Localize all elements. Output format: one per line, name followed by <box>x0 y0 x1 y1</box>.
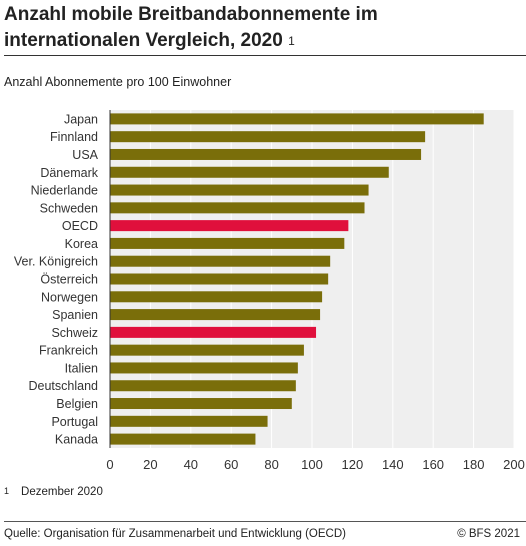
x-tick-label: 0 <box>106 457 113 472</box>
bar <box>110 433 256 445</box>
category-label: Portugal <box>51 415 98 429</box>
bar <box>110 273 329 285</box>
category-label: Österreich <box>40 273 98 287</box>
x-tick-label: 120 <box>342 457 364 472</box>
category-label: Spanien <box>52 308 98 322</box>
category-label: Ver. Königreich <box>14 255 98 269</box>
bar <box>110 113 484 125</box>
x-tick-label: 160 <box>422 457 444 472</box>
category-label: Belgien <box>56 397 98 411</box>
bar <box>110 131 426 143</box>
bar <box>110 291 323 303</box>
bar <box>110 148 422 160</box>
title-footnote-mark: 1 <box>288 34 295 48</box>
category-label: Dänemark <box>40 166 98 180</box>
x-tick-label: 140 <box>382 457 404 472</box>
category-label: Frankreich <box>39 344 98 358</box>
footer-divider <box>4 521 526 522</box>
chart-subtitle: Anzahl Abonnemente pro 100 Einwohner <box>4 75 232 89</box>
bar <box>110 415 268 427</box>
footnote-mark: 1 <box>4 486 10 496</box>
category-label: Schweden <box>40 201 98 215</box>
bar <box>110 202 365 214</box>
chart-title-text: Anzahl mobile Breitbandabonnemente im in… <box>4 4 378 51</box>
x-tick-label: 60 <box>224 457 238 472</box>
x-tick-label: 100 <box>301 457 323 472</box>
x-tick-label: 20 <box>143 457 157 472</box>
source-note: Quelle: Organisation für Zusammenarbeit … <box>4 528 346 540</box>
bar <box>110 166 389 178</box>
bar-highlight <box>110 220 349 232</box>
bar <box>110 344 304 356</box>
footnote: 1 Dezember 2020 <box>4 486 103 498</box>
bar <box>110 362 298 374</box>
category-label: Deutschland <box>29 379 99 393</box>
bar <box>110 255 331 267</box>
bar <box>110 398 292 410</box>
bar <box>110 309 321 321</box>
category-label: Japan <box>64 112 98 126</box>
bar <box>110 380 296 392</box>
category-label: Korea <box>65 237 98 251</box>
category-label: Niederlande <box>31 184 98 198</box>
copyright-note: © BFS 2021 <box>457 528 520 540</box>
bar-highlight <box>110 326 317 338</box>
bar <box>110 184 369 196</box>
x-tick-label: 180 <box>463 457 485 472</box>
category-label: Kanada <box>55 433 98 447</box>
category-label: Schweiz <box>51 326 98 340</box>
category-label: Italien <box>65 361 98 375</box>
category-label: OECD <box>62 219 98 233</box>
x-tick-label: 80 <box>264 457 278 472</box>
bar-chart: 0 20 40 60 80 100 120 140 160 180 200 Japan Finnland… <box>14 110 525 472</box>
x-tick-label: 40 <box>184 457 198 472</box>
x-tick-label: 200 <box>503 457 525 472</box>
category-label: Finnland <box>50 130 98 144</box>
category-label: USA <box>72 148 98 162</box>
footnote-text: Dezember 2020 <box>21 486 103 498</box>
chart-title: Anzahl mobile Breitbandabonnemente im in… <box>4 2 504 54</box>
bar <box>110 237 345 249</box>
category-label: Norwegen <box>41 290 98 304</box>
title-divider <box>4 55 526 56</box>
